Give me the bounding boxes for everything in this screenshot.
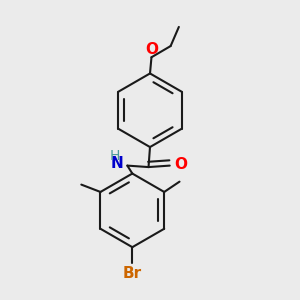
Text: O: O bbox=[174, 157, 187, 172]
Text: Br: Br bbox=[123, 266, 142, 281]
Text: O: O bbox=[146, 42, 159, 57]
Text: H: H bbox=[110, 148, 120, 163]
Text: N: N bbox=[111, 156, 124, 171]
